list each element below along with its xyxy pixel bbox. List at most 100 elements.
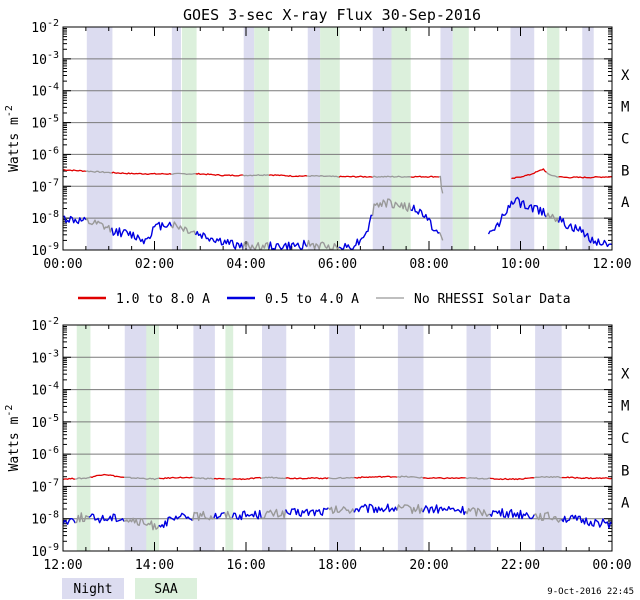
short-wavelength-line	[85, 218, 113, 233]
long-wavelength-line	[63, 169, 87, 173]
y-tick-label: 10-2	[31, 316, 59, 334]
long-wavelength-line	[396, 475, 424, 479]
long-wavelength-line	[561, 476, 613, 480]
long-wavelength-line	[338, 175, 373, 178]
legend-label: 1.0 to 8.0 A	[116, 292, 210, 307]
night-band	[372, 27, 392, 250]
saa-band	[320, 27, 340, 250]
chart-title: GOES 3-sec X-ray Flux 30-Sep-2016	[183, 6, 481, 24]
long-wavelength-line	[306, 174, 340, 178]
long-wavelength-line	[489, 477, 535, 481]
y-tick-label: 10-8	[31, 209, 59, 227]
y-tick-label: 10-2	[31, 18, 59, 36]
x-tick-label: 22:00	[501, 558, 540, 573]
short-wavelength-line	[533, 511, 562, 523]
shade-legend: Night SAA	[62, 578, 197, 599]
saa-band	[547, 27, 560, 250]
short-wavelength-line	[123, 517, 160, 531]
y-tick-label: 10-5	[31, 413, 59, 431]
y-tick-label: 10-8	[31, 510, 59, 528]
short-wavelength-line	[231, 509, 262, 521]
short-wavelength-line	[327, 505, 355, 514]
long-wavelength-line	[438, 175, 444, 194]
x-tick-label: 20:00	[409, 558, 448, 573]
y-tick-label: 10-3	[31, 348, 59, 366]
x-tick-label: 04:00	[226, 257, 265, 272]
long-wavelength-line	[90, 473, 125, 479]
short-wavelength-line	[88, 513, 125, 524]
x-tick-label: 06:00	[318, 257, 357, 272]
footer-timestamp: 9-Oct-2016 22:45	[547, 587, 634, 597]
flare-class-label: X	[621, 68, 630, 84]
long-wavelength-line	[232, 476, 262, 481]
night-band	[329, 325, 355, 551]
long-wavelength-line	[242, 174, 270, 177]
night-band	[124, 325, 150, 551]
flare-class-label: A	[621, 195, 630, 211]
short-wavelength-line	[224, 510, 233, 520]
short-wavelength-line	[170, 221, 197, 236]
flare-class-label: A	[621, 496, 630, 512]
panel-2: 10-9 10-8 10-7 10-6 10-5 10-4 10-3 10-2 A BCM X 12:…	[4, 316, 632, 573]
x-tick-label: 18:00	[318, 558, 357, 573]
long-wavelength-line	[465, 477, 491, 480]
short-wavelength-line	[213, 511, 225, 520]
long-wavelength-line	[372, 175, 411, 178]
short-wavelength-line	[74, 512, 90, 524]
flare-class-label: M	[621, 100, 629, 116]
saa-band	[225, 325, 234, 551]
short-wavelength-line	[338, 214, 373, 251]
flare-class-label: M	[621, 399, 629, 415]
y-tick-label: 10-7	[31, 477, 59, 495]
long-wavelength-line	[111, 171, 172, 175]
legend-item: 0.5 to 4.0 A	[227, 292, 359, 307]
saa-band	[146, 325, 160, 551]
long-wavelength-line	[354, 475, 398, 479]
x-tick-label: 12:00	[43, 558, 82, 573]
short-wavelength-line	[557, 215, 613, 248]
short-wavelength-line	[396, 504, 424, 514]
y-tick-label: 10-4	[31, 381, 59, 399]
long-wavelength-line	[422, 476, 466, 480]
short-wavelength-line	[111, 221, 172, 245]
night-band	[86, 27, 113, 250]
y-axis-label: Watts m-2	[4, 105, 22, 172]
long-wavelength-line	[62, 477, 76, 481]
night-band	[466, 325, 491, 551]
y-tick-label: 10-4	[31, 82, 59, 100]
long-wavelength-line	[545, 171, 559, 178]
short-wavelength-line	[306, 239, 340, 251]
night-band	[171, 27, 182, 250]
saa-band	[452, 27, 469, 250]
shade-legend-item: SAA	[135, 578, 197, 599]
y-tick-label: 10-5	[31, 114, 59, 132]
long-wavelength-line	[328, 476, 355, 480]
short-wavelength-line	[464, 507, 491, 517]
night-band	[243, 27, 255, 250]
x-tick-label: 14:00	[135, 558, 174, 573]
x-tick-label: 16:00	[226, 558, 265, 573]
saa-band	[181, 27, 197, 250]
long-wavelength-line	[511, 168, 547, 180]
legend-item: 1.0 to 8.0 A	[78, 292, 210, 307]
short-wavelength-line	[242, 241, 270, 251]
short-wavelength-line	[62, 215, 87, 225]
long-wavelength-line	[124, 476, 160, 481]
shade-swatch	[135, 578, 197, 599]
short-wavelength-line	[260, 508, 287, 519]
x-tick-label: 08:00	[409, 257, 448, 272]
y-tick-label: 10-9	[31, 241, 59, 259]
x-tick-label: 00:00	[592, 558, 631, 573]
short-wavelength-line	[410, 204, 440, 234]
shade-swatch	[62, 578, 124, 599]
plot-frame	[62, 26, 613, 251]
short-wavelength-line	[371, 198, 412, 216]
short-wavelength-line	[422, 504, 467, 516]
night-band	[582, 27, 594, 250]
y-tick-label: 10-6	[31, 445, 59, 463]
night-band	[193, 325, 215, 551]
y-tick-label: 10-3	[31, 50, 59, 68]
long-wavelength-line	[195, 172, 243, 177]
legend-item: No RHESSI Solar Data	[376, 292, 571, 307]
